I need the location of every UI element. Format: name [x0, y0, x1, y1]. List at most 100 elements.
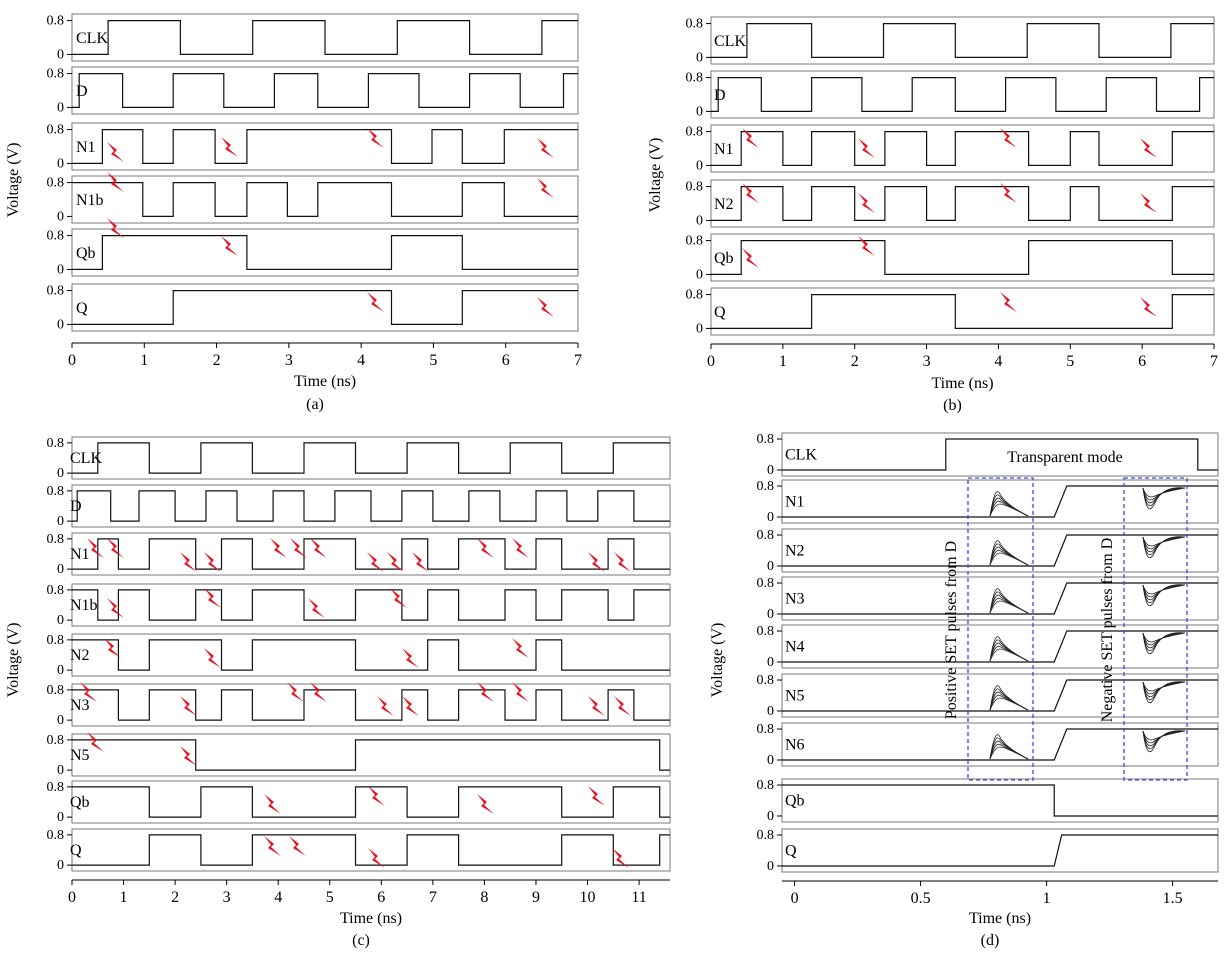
y-tick-label: 0 — [57, 763, 64, 778]
signal-row-n5: 0.8 0 N5 — [757, 673, 1219, 719]
y-tick-label: 0.8 — [686, 234, 704, 249]
waveform-n5 — [782, 679, 1218, 712]
waveform-n6 — [782, 728, 1218, 761]
x-tick-label: 0 — [68, 352, 76, 369]
y-tick-label: 0 — [696, 213, 703, 228]
strike-icon — [308, 598, 325, 618]
strike-icon — [180, 552, 197, 572]
strike-icon — [367, 552, 384, 572]
y-tick-label: 0 — [57, 262, 64, 277]
signal-label: N1b — [70, 597, 98, 614]
set-pulse-negative — [1142, 584, 1186, 604]
y-tick-label: 0.8 — [47, 583, 65, 598]
set-pulse-negative — [1142, 730, 1186, 741]
y-tick-label: 0.8 — [686, 180, 704, 195]
y-tick-label: 0.8 — [47, 633, 65, 648]
y-tick-label: 0 — [767, 809, 774, 824]
set-pulse-negative — [1142, 681, 1186, 692]
strike-icon — [180, 696, 197, 716]
row-frame — [71, 583, 671, 627]
set-pulse-negative — [1142, 730, 1186, 747]
set-pulse-negative — [1142, 632, 1186, 655]
set-pulse-negative — [1142, 681, 1186, 704]
x-tick-label: 1 — [140, 352, 148, 369]
signal-row-n2: 0.8 0 N2 — [757, 528, 1219, 574]
waveform-n3 — [782, 582, 1218, 615]
x-tick-label: 7 — [1210, 353, 1218, 370]
row-frame — [71, 828, 671, 872]
strike-icon — [270, 538, 287, 558]
set-pulse-positive — [989, 694, 1029, 711]
y-tick-label: 0 — [57, 713, 64, 728]
y-tick-label: 0.8 — [757, 576, 775, 591]
waveform-n2 — [72, 639, 670, 671]
signal-row-n3: 0.8 0 N3 — [757, 576, 1219, 622]
y-tick-label: 0 — [767, 607, 774, 622]
y-tick-label: 0.8 — [757, 624, 775, 639]
signal-label: D — [714, 87, 726, 104]
signal-row-n1: 0.8 0 N1 — [47, 532, 671, 577]
y-tick-label: 0.8 — [757, 722, 775, 737]
row-frame — [71, 228, 579, 277]
x-tick-label: 2 — [851, 353, 859, 370]
waveform-qb — [711, 240, 1214, 275]
signal-label: Q — [785, 843, 797, 860]
x-tick-label: 5 — [429, 352, 437, 369]
strike-icon — [742, 128, 759, 148]
signal-row-qb: 0.8 0 Qb — [757, 778, 1219, 824]
y-tick-label: 0 — [767, 753, 774, 768]
y-tick-label: 0 — [57, 663, 64, 678]
waveform-n1 — [782, 485, 1218, 518]
waveform-n1 — [72, 129, 578, 164]
signal-label: N2 — [70, 647, 90, 664]
strike-icon — [368, 848, 385, 868]
strike-icon — [742, 183, 759, 203]
set-pulse-negative — [1142, 487, 1186, 507]
signal-row-d: 0.8 0D — [47, 484, 671, 529]
strike-icon — [221, 236, 238, 256]
strike-icon — [289, 836, 306, 856]
waveform-clk — [711, 23, 1214, 59]
set-pulse-positive — [989, 549, 1029, 566]
positive-set-label: Positive SET pulses from D — [943, 541, 960, 719]
set-pulse-negative — [1142, 730, 1186, 753]
waveform-clk — [782, 438, 1218, 471]
y-tick-label: 0 — [696, 50, 703, 65]
x-tick-label: 6 — [502, 352, 510, 369]
signal-label: Q — [70, 842, 82, 859]
signal-label: Q — [76, 300, 88, 317]
x-tick-label: 1 — [779, 353, 787, 370]
y-tick-label: 0 — [767, 463, 774, 478]
y-tick-label: 0.8 — [47, 484, 65, 499]
signal-label: N2 — [785, 543, 805, 560]
waveform-n1 — [72, 538, 670, 570]
y-tick-label: 0 — [767, 859, 774, 874]
set-pulse-negative — [1142, 536, 1186, 559]
signal-label: CLK — [714, 33, 746, 50]
x-tick-label: 1.5 — [1163, 890, 1183, 907]
y-axis-title: Voltage (V) — [5, 623, 22, 698]
y-tick-label: 0 — [696, 104, 703, 119]
waveform-n1b — [72, 589, 670, 621]
row-frame — [710, 124, 1215, 173]
signal-label: Qb — [714, 250, 734, 267]
signal-label: Q — [714, 304, 726, 321]
row-frame — [781, 479, 1219, 524]
y-tick-label: 0 — [767, 559, 774, 574]
waveform-n4 — [782, 630, 1218, 663]
row-frame — [781, 576, 1219, 621]
row-frame — [710, 233, 1215, 282]
x-tick-label: 10 — [580, 889, 596, 906]
strike-icon — [264, 836, 281, 856]
x-tick-label: 2 — [213, 352, 221, 369]
strike-icon — [104, 638, 121, 658]
waveform-qb — [72, 235, 578, 270]
y-tick-label: 0 — [696, 158, 703, 173]
strike-icon — [858, 236, 875, 256]
waveform-qb — [782, 784, 1218, 817]
set-pulse-negative — [1142, 584, 1186, 607]
y-tick-label: 0.8 — [47, 176, 65, 191]
y-tick-label: 0 — [57, 209, 64, 224]
y-tick-label: 0.8 — [757, 673, 775, 688]
strike-icon — [287, 682, 304, 702]
